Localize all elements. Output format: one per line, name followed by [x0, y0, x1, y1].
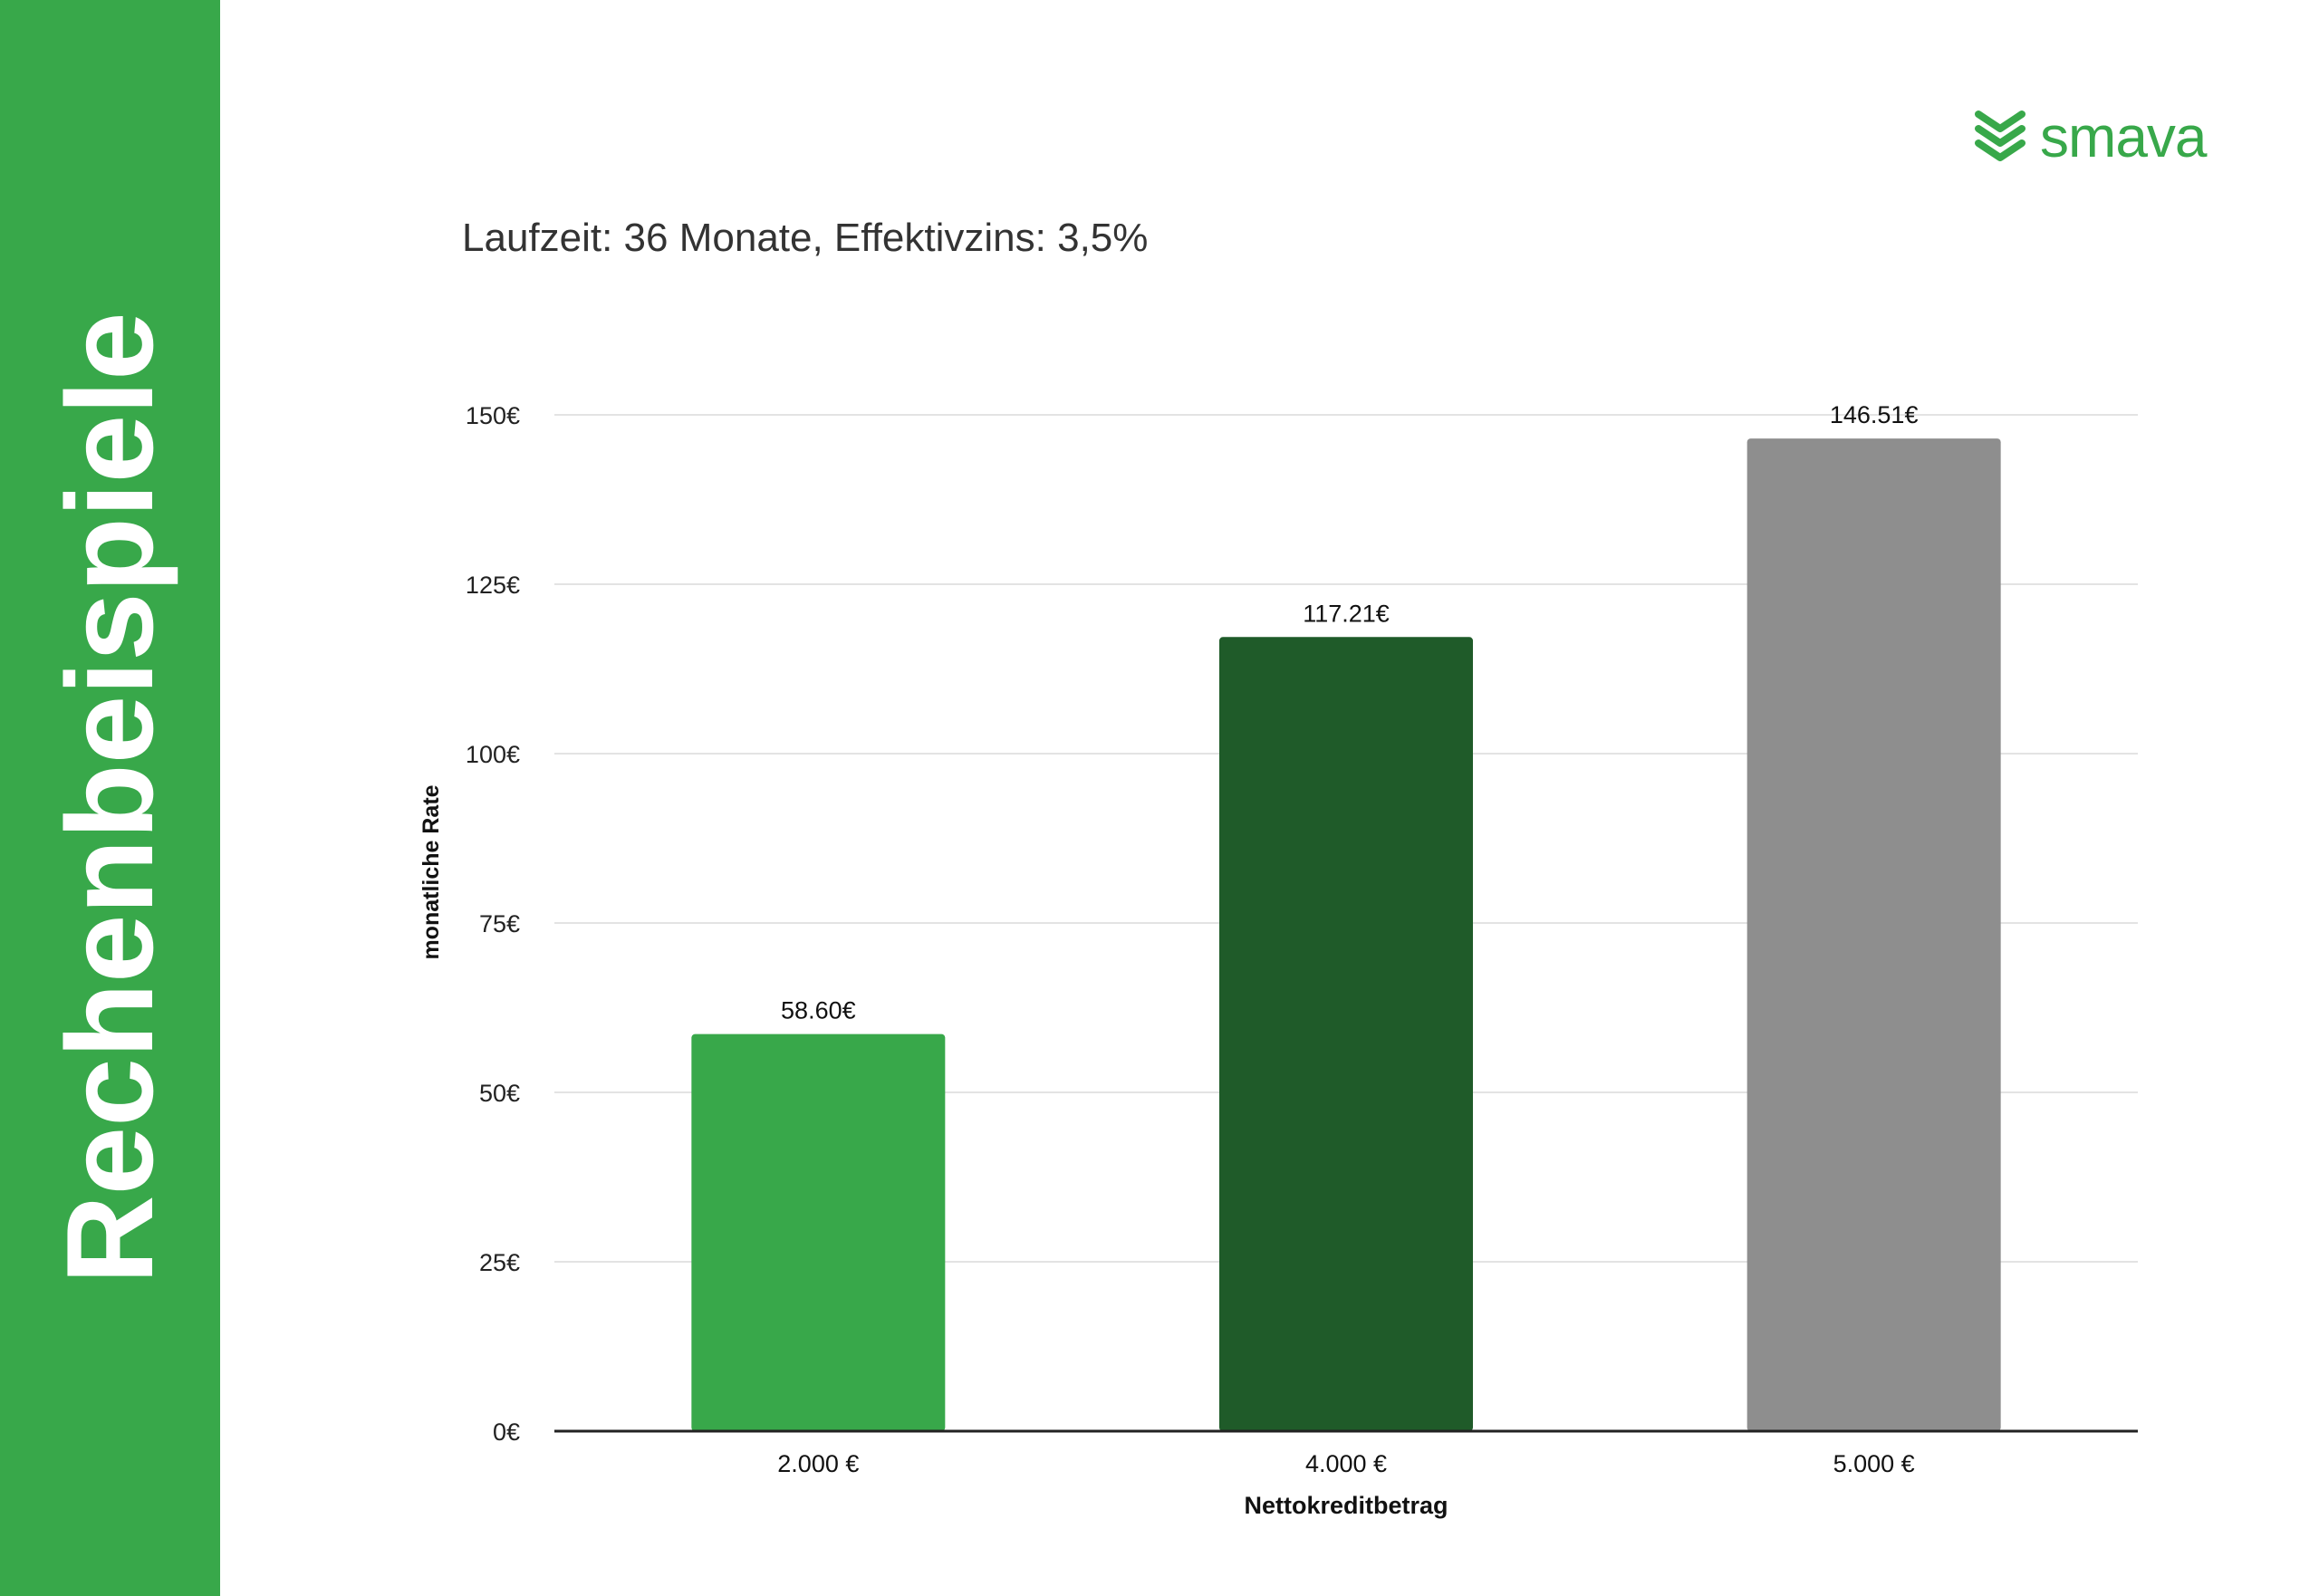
- smava-logo: smava: [1975, 105, 2207, 168]
- smava-chevrons-icon: [1975, 111, 2026, 161]
- x-tick-labels: 2.000 € 4.000 € 5.000 €: [777, 1450, 1914, 1477]
- logo-wordmark: smava: [2040, 104, 2207, 169]
- y-tick-label: 150€: [466, 402, 520, 429]
- y-tick-label: 25€: [479, 1249, 520, 1276]
- bar: [691, 1034, 946, 1431]
- chart-subtitle: Laufzeit: 36 Monate, Effektivzins: 3,5%: [462, 216, 1149, 260]
- x-axis-title: Nettokreditbetrag: [1244, 1492, 1448, 1519]
- y-tick-label: 50€: [479, 1080, 520, 1107]
- x-tick-label: 5.000 €: [1833, 1450, 1915, 1477]
- sidebar-band: Rechenbeispiele: [0, 0, 220, 1596]
- value-label: 146.51€: [1830, 401, 1919, 428]
- value-label: 117.21€: [1303, 600, 1390, 627]
- x-tick-label: 2.000 €: [777, 1450, 859, 1477]
- x-tick-label: 4.000 €: [1305, 1450, 1387, 1477]
- value-labels: 58.60€ 117.21€ 146.51€: [781, 401, 1918, 1024]
- bars: [691, 438, 2001, 1431]
- bar: [1746, 438, 2001, 1431]
- y-tick-label: 125€: [466, 572, 520, 599]
- y-tick-labels: 0€ 25€ 50€ 75€ 100€ 125€ 150€: [466, 402, 520, 1446]
- value-label: 58.60€: [781, 997, 856, 1024]
- y-tick-label: 0€: [493, 1418, 520, 1446]
- y-axis-title: monatliche Rate: [419, 784, 444, 959]
- bar: [1219, 637, 1473, 1431]
- y-tick-label: 100€: [466, 741, 520, 768]
- y-tick-label: 75€: [479, 910, 520, 937]
